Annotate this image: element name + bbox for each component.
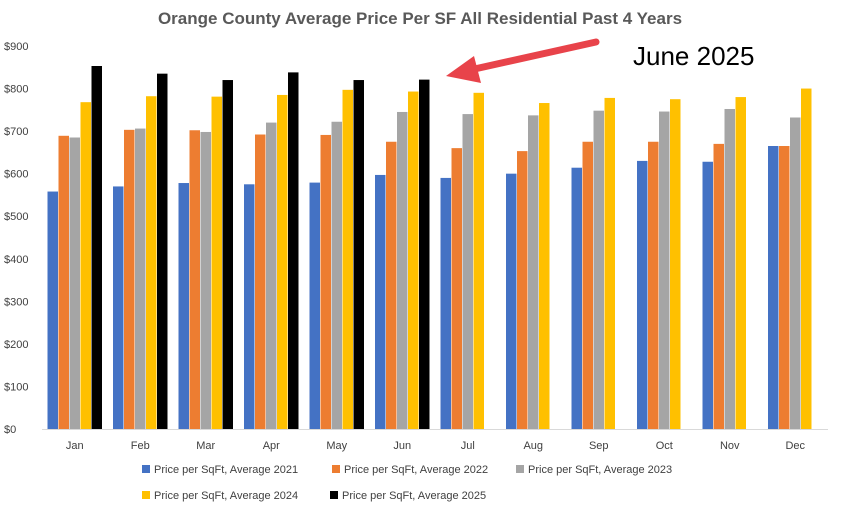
bar bbox=[331, 121, 342, 429]
bar bbox=[779, 146, 790, 429]
bar bbox=[255, 134, 266, 429]
legend-swatch bbox=[516, 465, 524, 473]
x-tick-label: Sep bbox=[589, 440, 609, 452]
bar bbox=[69, 137, 80, 429]
bars bbox=[47, 66, 812, 430]
x-tick-label: Jul bbox=[461, 440, 475, 452]
legend-swatch bbox=[332, 465, 340, 473]
y-tick-label: $800 bbox=[4, 84, 28, 96]
bar bbox=[386, 141, 397, 429]
legend-swatch bbox=[330, 491, 338, 499]
bar bbox=[91, 66, 102, 430]
y-tick-label: $100 bbox=[4, 381, 28, 393]
bar bbox=[124, 129, 135, 429]
bar bbox=[571, 167, 582, 429]
bar bbox=[451, 148, 462, 429]
bar bbox=[320, 134, 331, 430]
bar bbox=[670, 99, 681, 429]
bar bbox=[648, 141, 659, 429]
bar bbox=[47, 191, 58, 429]
annotation-arrowhead bbox=[446, 56, 481, 83]
y-axis: $0 $100 $200 $300 $400 $500 $600 $700 $800 $900 bbox=[4, 41, 28, 436]
bar bbox=[222, 80, 233, 430]
bar bbox=[189, 130, 200, 429]
x-tick-label: Dec bbox=[785, 440, 805, 452]
bar bbox=[244, 184, 255, 429]
bar bbox=[801, 88, 812, 430]
bar bbox=[266, 122, 277, 429]
x-tick-label: Jan bbox=[66, 440, 84, 452]
bar bbox=[702, 161, 713, 430]
legend-label: Price per SqFt, Average 2025 bbox=[342, 490, 486, 502]
bar bbox=[440, 177, 451, 429]
x-tick-label: Nov bbox=[720, 440, 740, 452]
y-tick-label: $600 bbox=[4, 169, 28, 181]
bar bbox=[113, 186, 124, 429]
bar bbox=[157, 73, 168, 430]
bar bbox=[178, 183, 189, 429]
x-tick-label: Apr bbox=[263, 440, 280, 452]
y-tick-label: $900 bbox=[4, 41, 28, 53]
bar bbox=[309, 182, 320, 429]
bar bbox=[637, 160, 648, 429]
bar bbox=[135, 128, 146, 429]
y-tick-label: $700 bbox=[4, 126, 28, 138]
y-tick-label: $200 bbox=[4, 339, 28, 351]
bar bbox=[211, 96, 222, 429]
y-tick-label: $300 bbox=[4, 296, 28, 308]
bar bbox=[419, 79, 430, 429]
legend-label: Price per SqFt, Average 2022 bbox=[344, 464, 488, 476]
bar bbox=[593, 110, 604, 429]
bar bbox=[408, 91, 419, 429]
bar bbox=[582, 141, 593, 429]
bar bbox=[539, 103, 550, 429]
y-tick-label: $400 bbox=[4, 254, 28, 266]
bar bbox=[713, 143, 724, 429]
y-tick-label: $0 bbox=[4, 424, 16, 436]
bar bbox=[506, 173, 517, 429]
x-tick-label: Oct bbox=[656, 440, 673, 452]
bar bbox=[604, 97, 615, 429]
bar bbox=[342, 89, 353, 430]
legend: Price per SqFt, Average 2021 Price per Sq… bbox=[142, 464, 672, 502]
x-tick-label: May bbox=[326, 440, 347, 452]
annotation: June 2025 bbox=[446, 38, 754, 83]
bar bbox=[473, 92, 484, 430]
bar bbox=[528, 115, 539, 430]
legend-label: Price per SqFt, Average 2023 bbox=[528, 464, 672, 476]
bar bbox=[735, 97, 746, 430]
x-tick-label: Feb bbox=[131, 440, 150, 452]
x-tick-label: Mar bbox=[196, 440, 215, 452]
bar bbox=[768, 146, 779, 429]
bar bbox=[790, 117, 801, 429]
annotation-arrow bbox=[466, 38, 600, 74]
bar bbox=[200, 131, 211, 429]
bar bbox=[80, 102, 91, 429]
bar bbox=[288, 72, 299, 429]
bar bbox=[397, 111, 408, 429]
bar bbox=[724, 108, 735, 429]
bar bbox=[375, 174, 386, 429]
legend-swatch bbox=[142, 491, 150, 499]
annotation-text: June 2025 bbox=[633, 41, 754, 71]
legend-swatch bbox=[142, 465, 150, 473]
x-axis: Jan Feb Mar Apr May Jun Jul Aug Sep Oct Nov Dec bbox=[42, 429, 828, 452]
bar bbox=[353, 80, 364, 430]
y-tick-label: $500 bbox=[4, 211, 28, 223]
bar bbox=[517, 151, 528, 429]
legend-label: Price per SqFt, Average 2024 bbox=[154, 490, 298, 502]
bar bbox=[659, 111, 670, 429]
x-tick-label: Aug bbox=[523, 440, 543, 452]
legend-label: Price per SqFt, Average 2021 bbox=[154, 464, 298, 476]
bar bbox=[146, 96, 157, 430]
chart-title: Orange County Average Price Per SF All R… bbox=[158, 9, 682, 28]
x-tick-label: Jun bbox=[393, 440, 411, 452]
bar bbox=[462, 114, 473, 429]
bar bbox=[58, 135, 69, 429]
bar bbox=[277, 94, 288, 429]
